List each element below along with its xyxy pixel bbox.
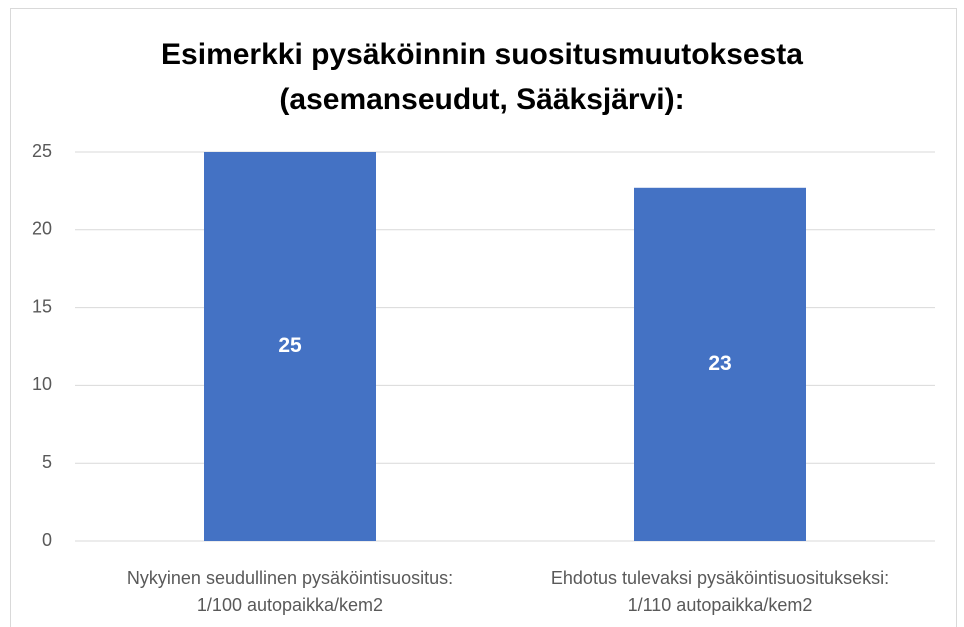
bar xyxy=(204,152,376,541)
y-tick-label: 10 xyxy=(32,374,52,394)
y-tick-label: 15 xyxy=(32,296,52,316)
x-tick-label: 1/110 autopaikka/kem2 xyxy=(628,595,813,615)
x-tick-label: 1/100 autopaikka/kem2 xyxy=(197,595,383,615)
data-label: 25 xyxy=(278,334,302,357)
chart-title: (asemanseudut, Sääksjärvi): xyxy=(279,83,684,116)
y-tick-label: 5 xyxy=(42,452,52,472)
bar xyxy=(634,187,806,541)
y-tick-label: 20 xyxy=(32,219,52,239)
x-tick-label: Nykyinen seudullinen pysäköintisuositus: xyxy=(127,568,453,588)
data-label: 23 xyxy=(708,352,731,375)
chart-title: Esimerkki pysäköinnin suositusmuutoksest… xyxy=(161,38,803,71)
y-tick-label: 25 xyxy=(32,141,52,161)
x-tick-label: Ehdotus tulevaksi pysäköintisuositukseks… xyxy=(551,568,889,588)
y-tick-label: 0 xyxy=(42,530,52,550)
